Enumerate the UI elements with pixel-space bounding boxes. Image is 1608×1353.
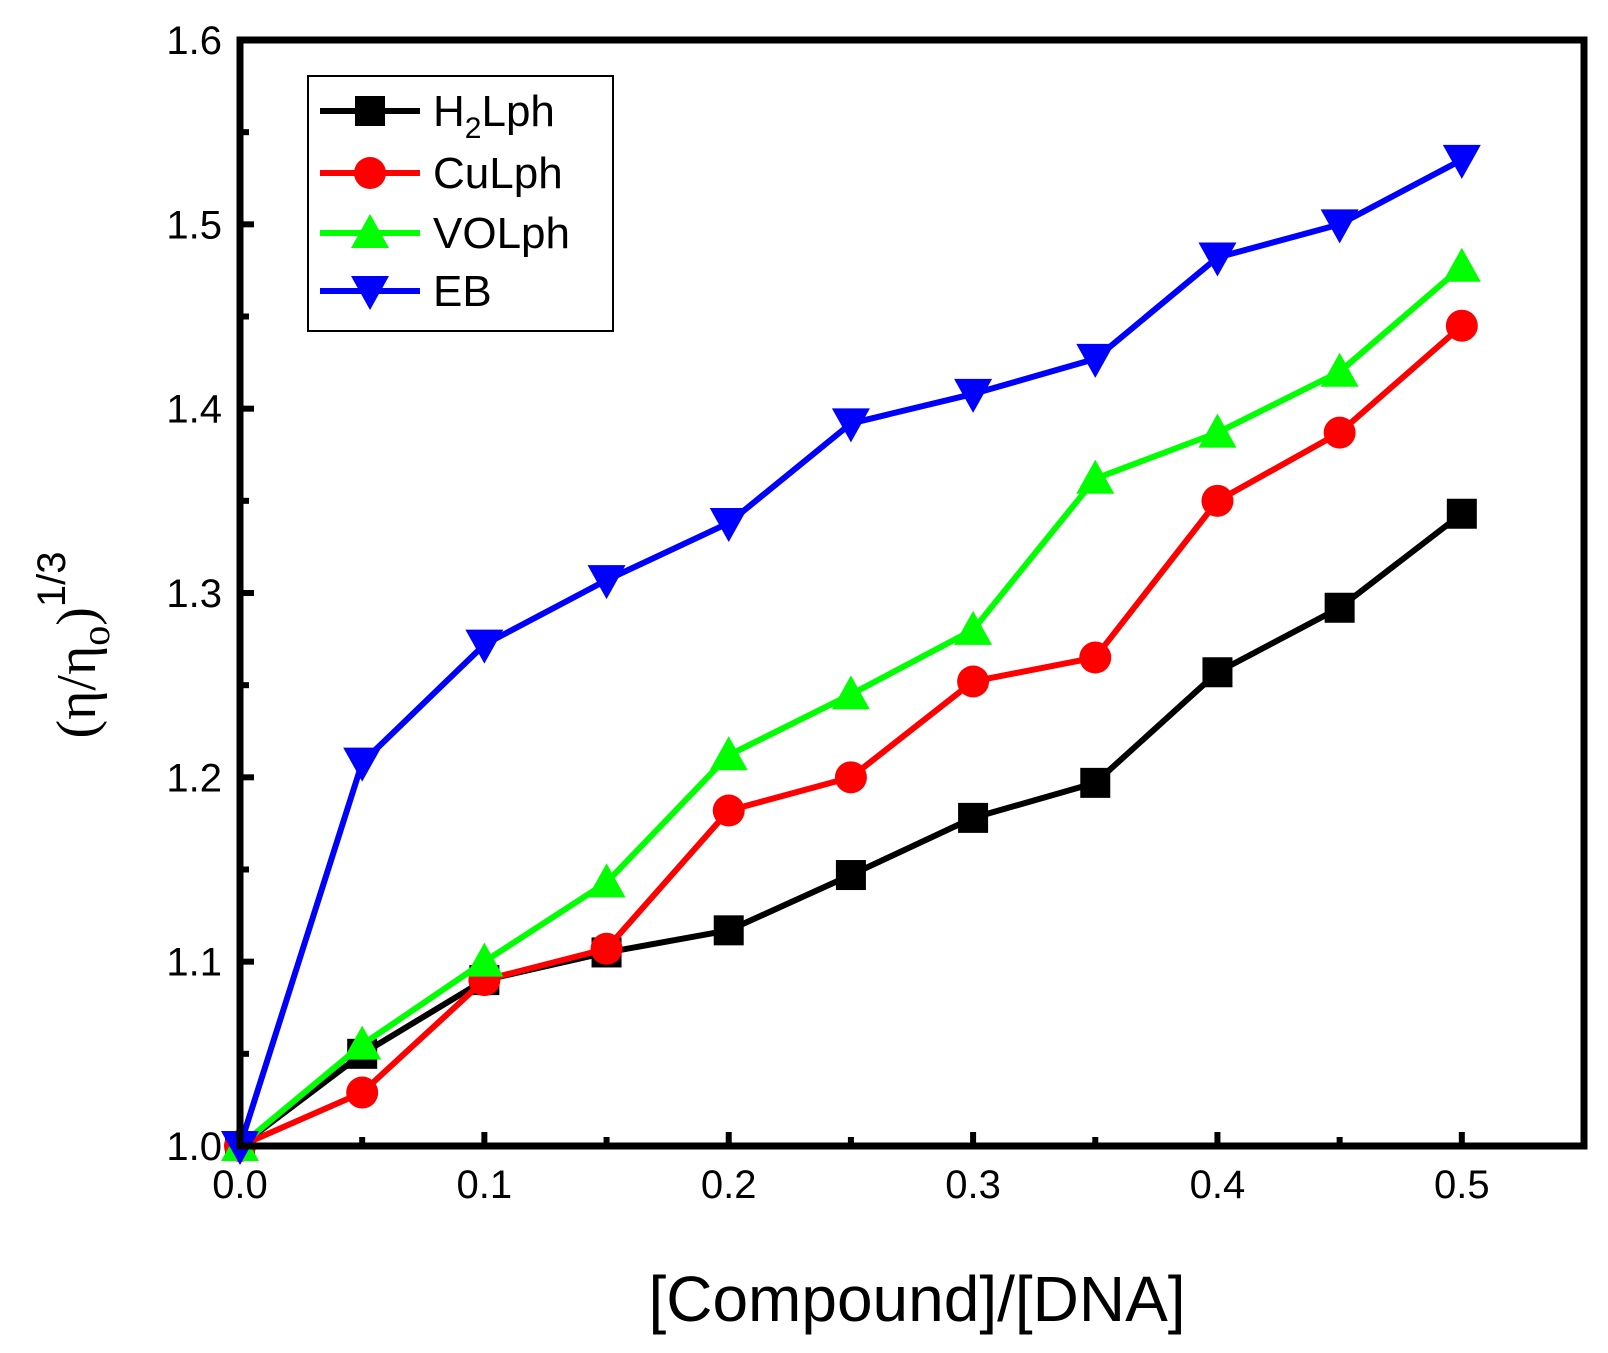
data-point [954, 610, 993, 645]
legend-label: VOLph [433, 209, 570, 258]
x-tick-label: 0.1 [457, 1163, 513, 1207]
y-tick-label: 1.3 [166, 572, 222, 616]
legend-item-eb: EB [320, 267, 492, 316]
data-point [1201, 484, 1234, 517]
x-tick-label: 0.2 [701, 1163, 757, 1207]
legend-label: EB [433, 267, 492, 316]
data-point [1324, 592, 1355, 623]
x-tick-label: 0.4 [1190, 1163, 1246, 1207]
data-point [1198, 242, 1237, 277]
data-point [712, 794, 745, 827]
data-point [713, 915, 744, 946]
y-axis-title-close: ) [46, 607, 108, 626]
y-axis-title-sub: o [73, 626, 118, 646]
series-eb [221, 144, 1481, 1165]
data-point [1446, 498, 1477, 529]
y-tick-label: 1.4 [166, 388, 222, 432]
legend-marker [351, 276, 389, 310]
data-point [1320, 352, 1359, 387]
legend-label-sub: 2 [465, 112, 482, 145]
data-point [834, 761, 867, 794]
y-tick-label: 1.5 [166, 203, 222, 247]
data-point [1079, 641, 1112, 674]
series-layer [221, 144, 1481, 1165]
data-point [957, 665, 990, 698]
data-point [587, 863, 626, 898]
legend-marker [351, 214, 389, 248]
legend-item-h2lph: H2Lph [320, 87, 555, 145]
data-point [958, 802, 989, 833]
legend-label-main: CuLph [433, 149, 563, 198]
data-point [1198, 413, 1237, 448]
series-volph [221, 247, 1481, 1161]
legend-item-culph: CuLph [320, 149, 563, 198]
data-point [343, 1025, 382, 1060]
data-point [954, 378, 993, 413]
data-point [1202, 657, 1233, 688]
legend-label-rest: Lph [481, 87, 554, 136]
y-tick-label: 1.6 [166, 19, 222, 63]
data-point [1080, 767, 1111, 798]
legend-label-main: VOLph [433, 209, 570, 258]
data-point [346, 1076, 379, 1109]
data-point [831, 675, 870, 710]
data-point [465, 942, 504, 977]
data-point [1076, 343, 1115, 378]
legend-label-main: H [433, 87, 465, 136]
x-axis-title: [Compound]/[DNA] [648, 1263, 1185, 1335]
data-point [835, 860, 866, 891]
data-point [1076, 459, 1115, 494]
y-axis-title: (η/ηo)1/3 [30, 551, 118, 738]
y-tick-label: 1.1 [166, 941, 222, 985]
data-point [587, 565, 626, 600]
legend-label: CuLph [433, 149, 563, 198]
data-point [709, 736, 748, 771]
data-point [1445, 309, 1478, 342]
data-point [343, 747, 382, 782]
data-point [1442, 144, 1481, 179]
y-tick-label: 1.0 [166, 1125, 222, 1169]
legend-label-main: EB [433, 267, 492, 316]
y-axis-title-sup: 1/3 [30, 551, 74, 607]
x-tick-label: 0.5 [1434, 1163, 1490, 1207]
x-tick-label: 0.3 [945, 1163, 1001, 1207]
legend-item-volph: VOLph [320, 209, 570, 258]
data-point [465, 629, 504, 664]
data-point [1442, 247, 1481, 282]
data-point [590, 932, 623, 965]
data-point [1323, 416, 1356, 449]
axis-layer: 0.0 0.1 0.2 0.3 0.4 0.5 1.0 1.1 1.2 1.3 1.4 1.5 1.6 [166, 19, 1489, 1207]
legend-label: H2Lph [433, 87, 555, 145]
data-point [1320, 209, 1359, 244]
legend-marker [354, 157, 386, 189]
plot-frame [236, 36, 1588, 1150]
y-tick-label: 1.2 [166, 756, 222, 800]
legend-marker [355, 96, 385, 126]
data-point [709, 507, 748, 542]
y-axis-title-main: (η/η [46, 646, 108, 739]
x-tick-label: 0.0 [212, 1163, 268, 1207]
data-point [831, 408, 870, 443]
